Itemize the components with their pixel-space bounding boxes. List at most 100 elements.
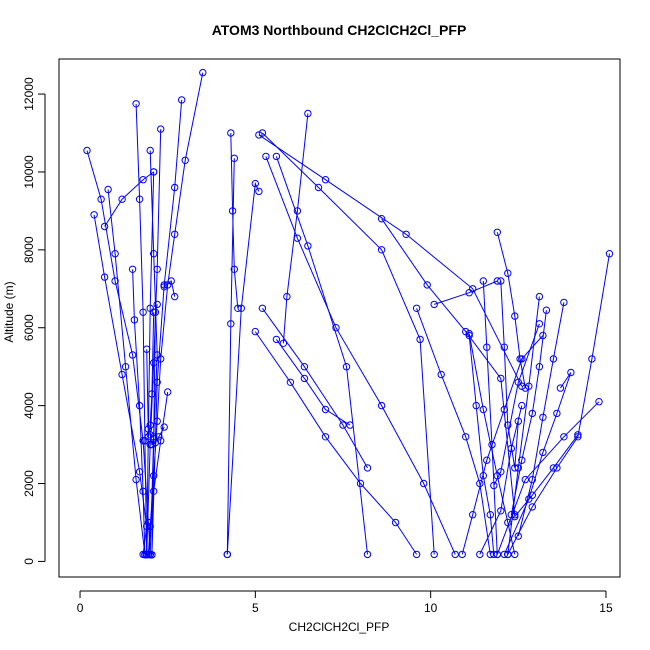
- data-point: [228, 207, 237, 215]
- data-point: [167, 277, 175, 285]
- data-point: [300, 374, 309, 383]
- data-point: [363, 464, 372, 472]
- data-point: [514, 464, 522, 472]
- data-point: [118, 195, 126, 203]
- data-point: [97, 195, 105, 203]
- y-tick-label: 8000: [22, 236, 36, 263]
- data-point: [148, 440, 156, 449]
- data-point: [518, 456, 526, 464]
- data-point: [121, 363, 130, 371]
- data-point: [304, 109, 312, 118]
- data-point: [304, 242, 312, 250]
- y-tick-label: 2000: [22, 470, 36, 497]
- data-point: [104, 185, 112, 194]
- series-line-24: [275, 339, 351, 426]
- data-point: [497, 374, 505, 383]
- y-tick-label: 12000: [22, 77, 36, 111]
- data-point: [500, 343, 508, 351]
- data-point: [83, 146, 91, 155]
- data-point: [251, 179, 260, 188]
- data-point: [321, 433, 330, 441]
- data-point: [605, 250, 614, 258]
- data-point: [150, 250, 158, 258]
- data-point: [535, 320, 544, 328]
- data-point: [143, 522, 151, 531]
- series-line-11: [104, 171, 154, 227]
- data-point: [132, 100, 140, 108]
- data-point: [412, 304, 421, 312]
- data-point: [458, 550, 466, 559]
- data-point: [150, 168, 158, 176]
- data-point: [144, 550, 153, 559]
- data-point: [528, 475, 536, 484]
- y-axis-label: Altitude (m): [2, 281, 16, 342]
- data-point: [148, 390, 156, 398]
- data-point: [521, 475, 529, 484]
- data-point: [363, 550, 372, 559]
- data-point: [574, 431, 582, 439]
- data-point: [255, 131, 263, 139]
- data-point: [128, 351, 137, 359]
- data-point: [128, 265, 137, 273]
- data-point: [90, 211, 98, 219]
- data-point: [171, 183, 179, 192]
- data-point: [497, 507, 505, 515]
- data-point: [549, 464, 558, 472]
- series-line-42: [461, 335, 544, 555]
- y-tick-label: 4000: [22, 392, 36, 419]
- data-point: [321, 405, 330, 414]
- data-point: [300, 363, 309, 371]
- data-point: [511, 512, 519, 521]
- data-point: [465, 331, 473, 340]
- data-point: [251, 327, 260, 336]
- series-line-29: [416, 308, 491, 555]
- data-point: [518, 355, 526, 363]
- data-point: [227, 320, 235, 328]
- x-tick-label: 15: [599, 601, 613, 615]
- data-point: [412, 550, 421, 559]
- data-point: [199, 68, 207, 77]
- data-point: [171, 230, 179, 239]
- data-point: [157, 125, 165, 133]
- series-line-16: [230, 132, 239, 309]
- data-point: [178, 96, 186, 104]
- series-line-40: [507, 253, 610, 555]
- data-point: [272, 152, 281, 161]
- data-point: [500, 405, 508, 414]
- data-point: [556, 384, 565, 392]
- data-point: [549, 355, 558, 363]
- data-point: [100, 222, 109, 231]
- data-point: [511, 312, 519, 320]
- x-axis-label: CH2ClCH2Cl_PFP: [289, 620, 390, 634]
- data-point: [488, 440, 496, 449]
- y-tick-label: 6000: [22, 314, 36, 341]
- data-point: [258, 129, 267, 137]
- data-point: [490, 481, 498, 490]
- data-point: [143, 345, 151, 353]
- series-line-18: [226, 181, 260, 555]
- data-point: [539, 413, 547, 421]
- data-point: [230, 154, 239, 163]
- data-point: [462, 433, 470, 441]
- x-tick-label: 0: [77, 601, 84, 615]
- data-point: [150, 308, 158, 316]
- series-line-20: [265, 156, 456, 555]
- data-point: [339, 421, 347, 429]
- data-point: [135, 468, 144, 476]
- data-point: [469, 511, 477, 519]
- data-point: [157, 437, 165, 445]
- data-point: [588, 355, 596, 363]
- data-point: [160, 281, 168, 289]
- series-line-30: [482, 280, 498, 555]
- data-point: [567, 368, 575, 377]
- data-point: [150, 472, 158, 480]
- data-point: [377, 215, 386, 223]
- data-point: [500, 550, 508, 559]
- data-point: [255, 187, 263, 196]
- data-point: [279, 339, 288, 347]
- data-point: [514, 532, 522, 540]
- data-point: [430, 300, 438, 309]
- series-line-5: [146, 171, 155, 555]
